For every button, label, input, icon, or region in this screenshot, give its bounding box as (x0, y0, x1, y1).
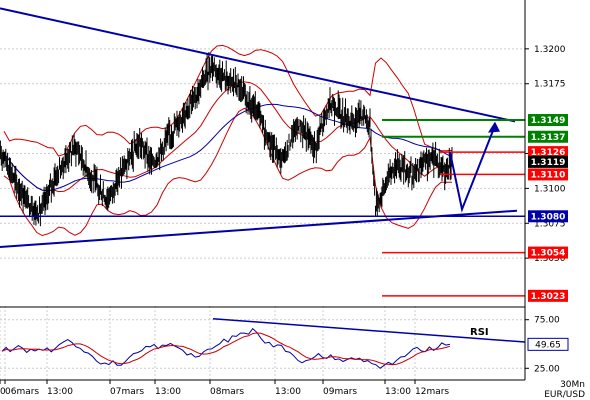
price-tag-5-bg (528, 210, 568, 223)
time-tick-label-2: 13:00 (47, 387, 73, 397)
rsi-value-tag-bg (527, 337, 569, 351)
bollinger-upper-line (3, 44, 453, 157)
rsi-label: RSI (470, 327, 489, 338)
moving-average-line (3, 103, 453, 192)
price-tick-label-5: 1.3050 (534, 254, 566, 264)
rsi-trendline (212, 317, 526, 343)
resistance-trendline (0, 7, 516, 123)
price-tag-6-text: 1.3054 (531, 249, 566, 259)
price-tag-2-text: 1.3126 (531, 148, 566, 158)
rsi-line (1, 327, 451, 369)
time-tick-label-1: 06mars (5, 387, 39, 397)
time-tick-label-6: 13:00 (275, 387, 301, 397)
price-tag-7-text: 1.3023 (531, 292, 566, 302)
price-tag-2-bg (528, 146, 568, 159)
price-tag-3-bg (528, 155, 568, 168)
time-tick-label-3: 07mars (110, 387, 144, 397)
grid-layer (0, 48, 525, 380)
price-tag-0-bg (528, 114, 568, 127)
price-tag-4-bg (528, 168, 568, 181)
price-tag-5-text: 1.3080 (531, 212, 566, 222)
time-tick-label-9: 12mars (415, 387, 449, 397)
price-tag-3-text: 1.3119 (531, 158, 566, 168)
time-tick-label-8: 13:00 (385, 387, 411, 397)
price-tick-label-1: 1.3175 (534, 80, 566, 90)
rsi-tick-label-1: 25.00 (534, 364, 560, 374)
timeframe-label: 30Mn (560, 380, 585, 390)
price-tag-0-text: 1.3149 (531, 116, 566, 126)
price-tag-1-text: 1.3137 (531, 133, 566, 143)
price-tag-1-bg (528, 130, 568, 143)
forecast-arrow-head (488, 121, 500, 133)
rsi-tick-label-0: 75.00 (534, 316, 560, 326)
price-tag-4-text: 1.3110 (531, 170, 566, 180)
time-tick-label-4: 13:00 (155, 387, 181, 397)
annotation-layer (0, 7, 525, 297)
price-tag-7-bg (528, 289, 568, 302)
symbol-label: EUR/USD (544, 390, 585, 400)
price-tag-6-bg (528, 246, 568, 259)
price-tick-label-0: 1.3200 (534, 45, 566, 55)
price-tick-label-4: 1.3075 (534, 219, 566, 229)
time-tick-label-7: 09mars (323, 387, 357, 397)
tag-layer: 1.31491.31371.31261.31191.31101.30801.30… (527, 114, 569, 351)
rsi-value-tag-text: 49.65 (535, 340, 561, 350)
forecast-arrow-path (449, 125, 496, 213)
rsi-layer (1, 317, 526, 369)
time-tick-label-0: 0 (0, 387, 6, 397)
time-tick-label-5: 08mars (210, 387, 244, 397)
price-tick-label-3: 1.3100 (534, 184, 566, 194)
rsi-signal-line (1, 332, 451, 366)
candle-layer (0, 52, 453, 227)
